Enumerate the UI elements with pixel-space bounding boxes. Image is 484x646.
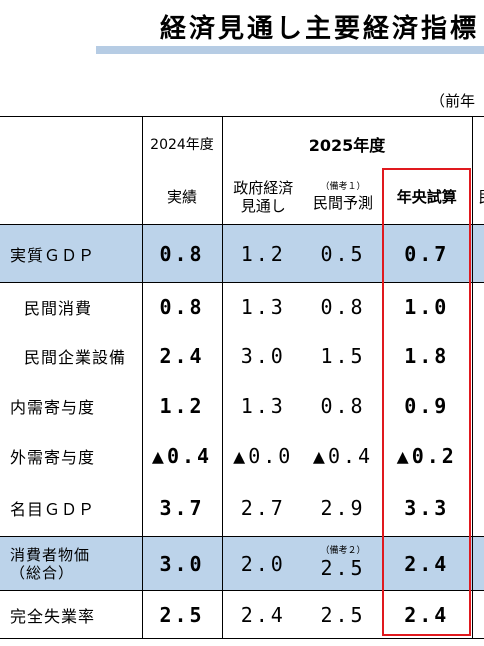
economic-indicators-table: 2024年度 2025年度 実績 政府経済 見通し （備考１） 民間予測 年央試… <box>0 116 484 639</box>
header-col-private: （備考１） 民間予測 <box>304 170 382 225</box>
header-col-gov-line1: 政府経済 <box>233 179 294 198</box>
table-row: 完全失業率 2.5 2.4 2.5 2.4 <box>0 590 484 639</box>
header-col-actual: 実績 <box>141 170 222 225</box>
cell-midyear: 2.4 <box>382 536 473 591</box>
cell-private-note: （備考２） <box>320 546 366 556</box>
table-row: 民間企業設備 2.4 3.0 1.5 1.8 <box>0 330 484 381</box>
cell-gov: 2.4 <box>221 590 304 639</box>
cell-midyear: 1.0 <box>404 294 450 319</box>
row-label: 消費者物価 （総合） <box>0 536 142 591</box>
header-col-midyear: 年央試算 <box>382 170 473 225</box>
table-row: 民間消費 0.8 1.3 0.8 1.0 <box>0 282 484 331</box>
cell-midyear: 3.3 <box>382 480 473 537</box>
cell-midyear: 2.4 <box>382 590 473 639</box>
cell-private: 0.5 <box>304 224 382 283</box>
cell-private: 2.9 <box>304 480 382 537</box>
table-row: 実質ＧＤＰ 0.8 1.2 0.5 0.7 <box>0 224 484 283</box>
header-private-note: （備考１） <box>320 181 366 192</box>
header-col-gov-line2: 見通し <box>240 197 286 216</box>
table-row: 名目ＧＤＰ 3.7 2.7 2.9 3.3 <box>0 480 484 537</box>
table-row: 内需寄与度 1.2 1.3 0.8 0.9 <box>0 380 484 431</box>
page-title: 経済見通し主要経済指標 <box>160 14 480 44</box>
header-blank <box>0 117 142 171</box>
row-label: 名目ＧＤＰ <box>0 480 142 537</box>
unit-note: （前年 <box>430 92 476 110</box>
cell-private-value: 2.5 <box>320 556 366 580</box>
row-label: 外需寄与度 <box>10 447 96 467</box>
header-private-label: 民間予測 <box>312 193 373 212</box>
cell-private: 0.8 <box>320 393 366 418</box>
row-label: 完全失業率 <box>0 590 142 639</box>
cell-private: 2.5 <box>304 590 382 639</box>
cell-actual: 3.7 <box>141 480 222 537</box>
row-label-line1: 消費者物価 <box>10 545 91 564</box>
row-label-line2: （総合） <box>10 563 75 582</box>
cell-midyear: ▲0.2 <box>396 443 457 468</box>
header-year-2024: 2024年度 <box>141 116 222 171</box>
table-row: 外需寄与度 ▲0.4 ▲0.0 ▲0.4 ▲0.2 <box>0 430 484 481</box>
header-col-gov: 政府経済 見通し <box>221 170 304 225</box>
table-row: 消費者物価 （総合） 3.0 2.0 （備考２） 2.5 2.4 <box>0 536 484 591</box>
cell-gov: ▲0.0 <box>221 430 304 481</box>
row-label: 民間企業設備 <box>24 347 127 367</box>
cell-gov: 1.3 <box>221 380 304 431</box>
header-blank-2 <box>0 170 142 225</box>
cell-actual: 0.8 <box>141 282 222 331</box>
row-label: 内需寄与度 <box>10 397 96 417</box>
row-label: 実質ＧＤＰ <box>0 224 142 283</box>
title-underline-bar <box>96 46 484 54</box>
row-label: 民間消費 <box>24 298 93 318</box>
cell-private: 1.5 <box>320 343 366 368</box>
cell-actual: 3.0 <box>141 536 222 591</box>
cell-actual: 2.5 <box>141 590 222 639</box>
cell-midyear: 1.8 <box>404 343 450 368</box>
cell-actual: ▲0.4 <box>141 430 222 481</box>
header-col-cut: 民 <box>471 170 484 225</box>
cell-gov: 2.7 <box>221 480 304 537</box>
cell-gov: 3.0 <box>221 330 304 381</box>
cell-private: 0.8 <box>320 294 366 319</box>
cell-actual: 1.2 <box>141 380 222 431</box>
cell-gov: 1.3 <box>221 282 304 331</box>
cell-actual: 2.4 <box>141 330 222 381</box>
cell-private: ▲0.4 <box>312 443 374 468</box>
cell-gov: 1.2 <box>221 224 304 283</box>
cell-private: （備考２） 2.5 <box>304 536 382 591</box>
cell-gov: 2.0 <box>221 536 304 591</box>
header-year-2025: 2025年度 <box>221 116 473 171</box>
cell-midyear: 0.7 <box>382 224 473 283</box>
cell-midyear: 0.9 <box>404 393 450 418</box>
cell-actual: 0.8 <box>141 224 222 283</box>
